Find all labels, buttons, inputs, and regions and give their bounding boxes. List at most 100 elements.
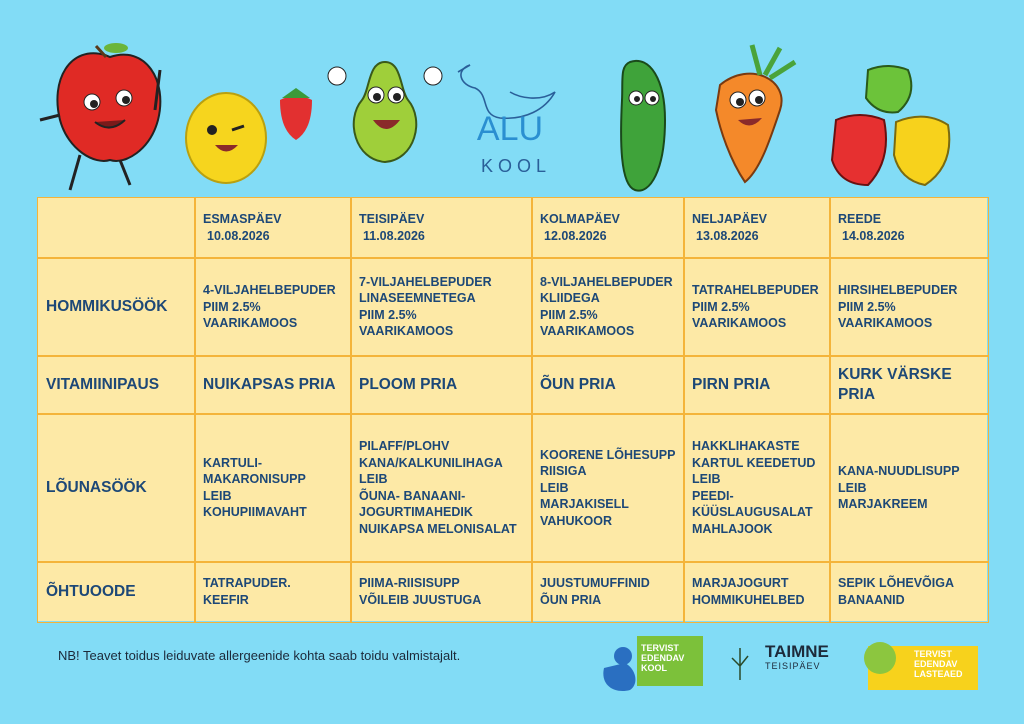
menu-line: VAARIKAMOOS bbox=[359, 324, 454, 339]
day-name: TEISIPÄEV bbox=[359, 212, 425, 227]
strawberry bbox=[280, 88, 312, 140]
menu-line: KANA/KALKUNILIHAGA bbox=[359, 455, 503, 470]
meal-label-text: HOMMIKUSÖÖK bbox=[46, 297, 168, 315]
meal-label: VITAMIINIPAUS bbox=[37, 355, 196, 415]
school-badge: TERVIST EDENDAV KOOL bbox=[641, 643, 684, 673]
menu-cell: KOORENE LÕHESUPP RIISIGA LEIB MARJAKISELL VA… bbox=[531, 413, 685, 563]
menu-line: PIIM 2.5% bbox=[203, 299, 261, 314]
day-date: 11.08.2026 bbox=[363, 228, 425, 243]
menu-cell: JUUSTUMUFFINID ÕUN PRIA bbox=[531, 561, 685, 623]
badge-line: KOOL bbox=[641, 663, 667, 673]
menu-cell: TATRAPUDER. KEEFIR bbox=[194, 561, 352, 623]
menu-line: JOGURTIMAHEDIK bbox=[359, 505, 473, 520]
menu-line: TATRAPUDER. bbox=[203, 576, 291, 591]
menu-line: KLIIDEGA bbox=[540, 291, 600, 306]
meal-label-text: ÕHTUOODE bbox=[46, 582, 136, 600]
menu-line: KANA-NUUDLISUPP bbox=[838, 464, 960, 478]
menu-table: ESMASPÄEV 10.08.2026 TEISIPÄEV 11.08.2026 KO… bbox=[37, 197, 989, 623]
day-header: KOLMAPÄEV 12.08.2026 bbox=[531, 197, 685, 259]
menu-line: VAARIKAMOOS bbox=[540, 324, 635, 339]
menu-line: KOORENE LÕHESUPP bbox=[540, 447, 676, 462]
badge-line: EDENDAV bbox=[641, 653, 685, 663]
menu-cell: PLOOM PRIA bbox=[350, 355, 533, 415]
menu-line: PIIM 2.5% bbox=[692, 299, 750, 314]
menu-cell: 4-VILJAHELBEPUDER PIIM 2.5% VAARIKAMOOS bbox=[194, 257, 352, 357]
day-name: KOLMAPÄEV bbox=[540, 212, 620, 227]
menu-line: KEEFIR bbox=[203, 592, 249, 607]
menu-line: PILAFF/PLOHV bbox=[359, 439, 450, 454]
menu-line: TATRAHELBEPUDER bbox=[692, 283, 819, 297]
meal-label: ÕHTUOODE bbox=[37, 561, 196, 623]
menu-line: PRIA bbox=[838, 385, 876, 403]
menu-line: KARTUL KEEDETUD bbox=[692, 455, 816, 470]
day-header: ESMASPÄEV 10.08.2026 bbox=[194, 197, 352, 259]
menu-cell: KANA-NUUDLISUPP LEIB MARJAKREEM bbox=[829, 413, 989, 563]
menu-cell: KARTULI- MAKARONISUPP LEIB KOHUPIIMAVAHT bbox=[194, 413, 352, 563]
menu-line: PIIM 2.5% bbox=[540, 307, 598, 322]
badges bbox=[603, 636, 978, 692]
menu-line: MARJAKISELL bbox=[540, 497, 629, 511]
menu-line: SEPIK LÕHEVÕIGA bbox=[838, 576, 954, 591]
menu-line: PLOOM PRIA bbox=[359, 375, 458, 393]
carrot bbox=[714, 44, 797, 184]
menu-line: 7-VILJAHELBEPUDER bbox=[359, 274, 492, 289]
taimne-title: TAIMNE bbox=[765, 642, 829, 661]
menu-cell: 8-VILJAHELBEPUDER KLIIDEGA PIIM 2.5% VAARIK… bbox=[531, 257, 685, 357]
menu-line: HOMMIKUHELBED bbox=[692, 592, 805, 607]
menu-cell: NUIKAPSAS PRIA bbox=[194, 355, 352, 415]
menu-line: KÜÜSLAUGUSALAT bbox=[692, 505, 813, 520]
cucumber bbox=[620, 59, 667, 192]
menu-line: JUUSTUMUFFINID bbox=[540, 576, 650, 591]
menu-line: NUIKAPSA MELONISALAT bbox=[359, 521, 517, 536]
menu-cell: SEPIK LÕHEVÕIGA BANAANID bbox=[829, 561, 989, 623]
pear bbox=[327, 60, 443, 164]
menu-line: MAHLAJOOK bbox=[692, 521, 773, 536]
badge-line: EDENDAV bbox=[914, 659, 958, 669]
badge-line: TERVIST bbox=[641, 643, 679, 653]
menu-line: PEEDI- bbox=[692, 488, 734, 503]
menu-line: ÕUN PRIA bbox=[540, 592, 602, 607]
menu-line: PIIMA-RIISISUPP bbox=[359, 576, 460, 591]
day-name: ESMASPÄEV bbox=[203, 212, 282, 227]
menu-cell: KURK VÄRSKE PRIA bbox=[829, 355, 989, 415]
menu-line: PIIM 2.5% bbox=[359, 307, 417, 322]
corner-cell bbox=[37, 197, 196, 259]
footnote: NB! Teavet toidus leiduvate allergeenide… bbox=[58, 648, 461, 663]
menu-cell: ÕUN PRIA bbox=[531, 355, 685, 415]
logo-sub: KOOL bbox=[481, 156, 551, 176]
kindergarten-badge: TERVIST EDENDAV LASTEAED bbox=[914, 649, 963, 679]
logo-name: ALU bbox=[477, 110, 543, 148]
peppers bbox=[830, 65, 951, 187]
menu-line: LEIB bbox=[540, 480, 569, 495]
day-date: 13.08.2026 bbox=[696, 228, 759, 243]
menu-line: VAHUKOOR bbox=[540, 513, 612, 528]
menu-line: LINASEEMNETEGA bbox=[359, 291, 476, 306]
day-name: NELJAPÄEV bbox=[692, 212, 768, 227]
menu-line: PIIM 2.5% bbox=[838, 299, 896, 314]
menu-line: KOHUPIIMAVAHT bbox=[203, 505, 307, 520]
menu-cell: HIRSIHELBEPUDER PIIM 2.5% VAARIKAMOOS bbox=[829, 257, 989, 357]
menu-line: LEIB bbox=[692, 472, 721, 487]
menu-line: LEIB bbox=[359, 472, 388, 487]
menu-cell: MARJAJOGURT HOMMIKUHELBED bbox=[683, 561, 831, 623]
menu-line: VÕILEIB JUUSTUGA bbox=[359, 592, 482, 607]
menu-line: KARTULI- bbox=[203, 455, 263, 470]
day-header: TEISIPÄEV 11.08.2026 bbox=[350, 197, 533, 259]
menu-line: MAKARONISUPP bbox=[203, 472, 306, 487]
menu-line: ÕUNA- BANAANI- bbox=[359, 488, 466, 503]
menu-line: VAARIKAMOOS bbox=[692, 316, 787, 330]
menu-line: RIISIGA bbox=[540, 464, 587, 478]
day-date: 12.08.2026 bbox=[544, 228, 607, 243]
menu-line: NUIKAPSAS PRIA bbox=[203, 375, 336, 393]
menu-line: VAARIKAMOOS bbox=[203, 316, 298, 330]
menu-cell: PIRN PRIA bbox=[683, 355, 831, 415]
lemon bbox=[185, 92, 267, 184]
day-name: REEDE bbox=[838, 212, 882, 227]
menu-line: ÕUN PRIA bbox=[540, 375, 616, 393]
badge-line: TERVIST bbox=[914, 649, 952, 659]
menu-line: MARJAJOGURT bbox=[692, 576, 789, 591]
menu-line: MARJAKREEM bbox=[838, 497, 928, 511]
menu-cell: TATRAHELBEPUDER PIIM 2.5% VAARIKAMOOS bbox=[683, 257, 831, 357]
menu-cell: HAKKLIHAKASTE KARTUL KEEDETUD LEIB PEEDI- KÜ… bbox=[683, 413, 831, 563]
